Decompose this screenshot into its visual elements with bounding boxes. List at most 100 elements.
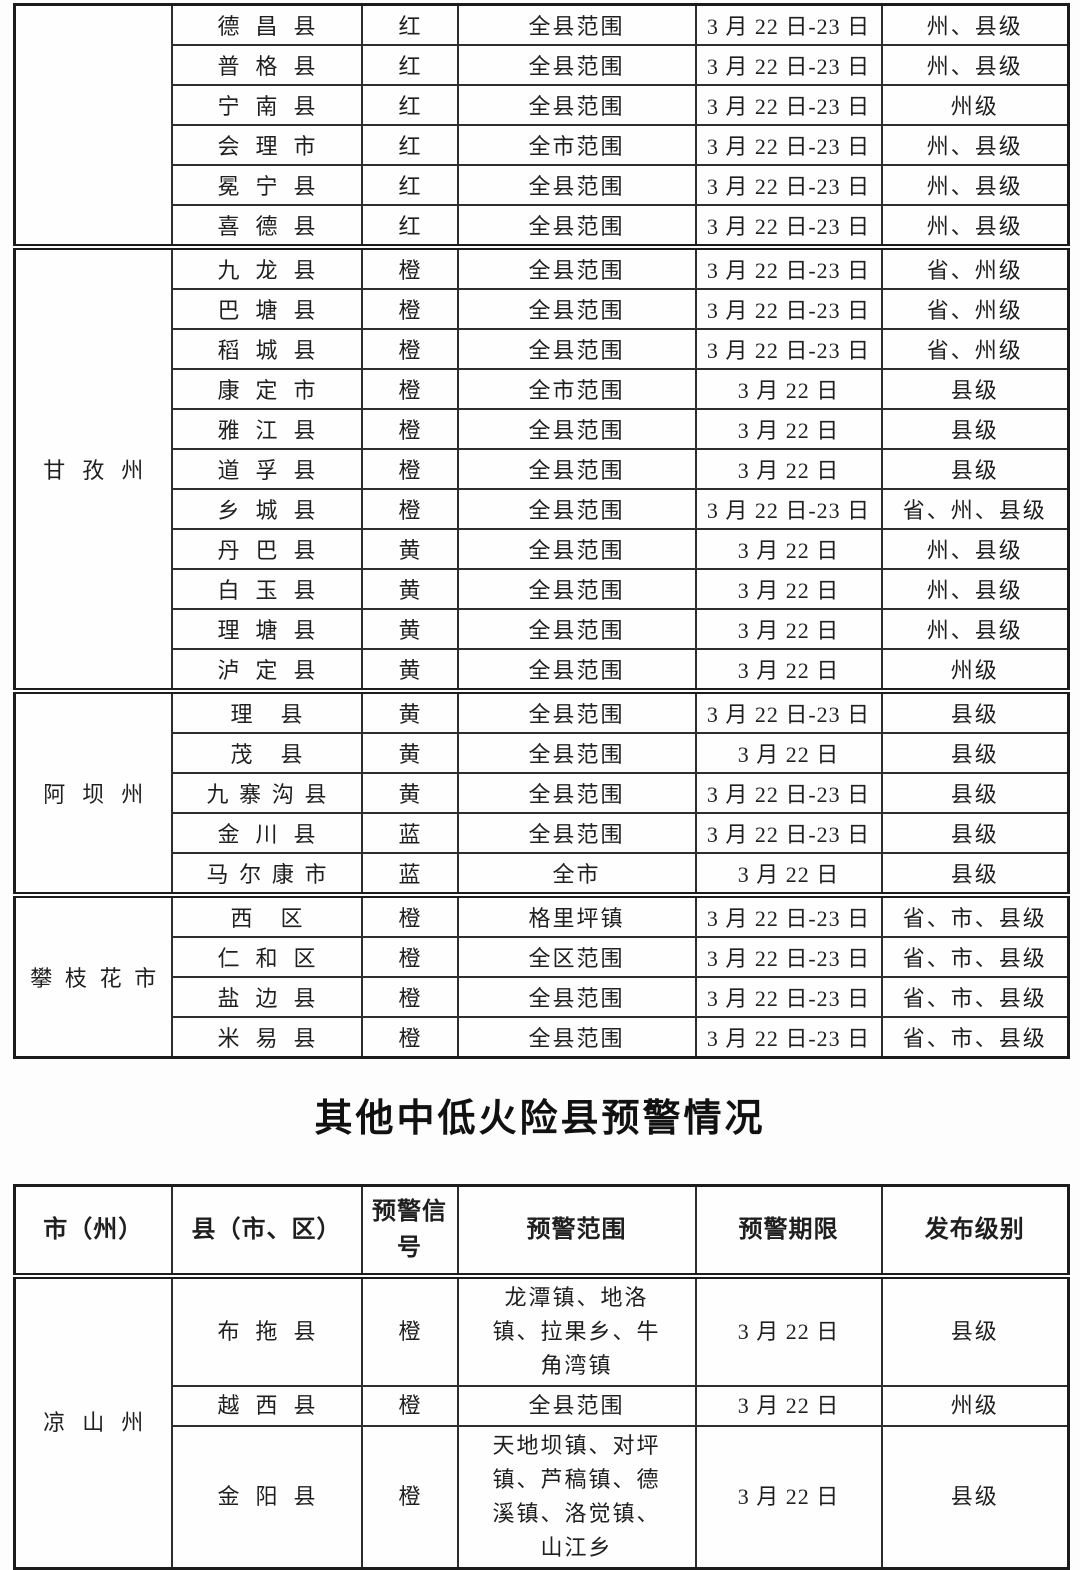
scope-cell: 全市	[456, 852, 697, 896]
county-cell: 丹巴县	[170, 528, 363, 570]
table-row: 道孚县 橙全县范围 3 月 22 日县级	[15, 448, 1070, 490]
cell-text: 甘孜州	[43, 458, 144, 483]
period-cell: 3 月 22 日-23 日	[694, 772, 883, 814]
county-cell: 道孚县	[170, 448, 363, 490]
scope-cell: 全县范围	[456, 732, 697, 774]
county-cell: 白玉县	[170, 568, 363, 610]
level-cell: 省、市、县级	[880, 892, 1070, 938]
table-row: 理塘县 黄全县范围 3 月 22 日州、县级	[15, 608, 1070, 650]
county-cell: 冕宁县	[170, 164, 363, 206]
cell-text: 冕宁县	[217, 174, 316, 199]
signal-cell: 橙	[360, 448, 459, 490]
period-cell: 3 月 22 日	[694, 568, 883, 610]
period-cell: 3 月 22 日-23 日	[694, 1016, 883, 1059]
table-row: 雅江县 橙全县范围 3 月 22 日县级	[15, 408, 1070, 450]
scope-cell: 全县范围	[456, 608, 697, 650]
signal-cell: 黄	[360, 568, 459, 610]
period-cell: 3 月 22 日	[694, 608, 883, 650]
county-cell: 喜德县	[170, 204, 363, 248]
table-row: 米易县 橙全县范围 3 月 22 日-23 日省、市、县级	[15, 1016, 1070, 1059]
period-cell: 3 月 22 日-23 日	[694, 244, 883, 290]
county-cell: 布拖县	[170, 1273, 363, 1387]
cell-text: 理县	[230, 702, 303, 727]
period-cell: 3 月 22 日-23 日	[694, 204, 883, 248]
cell-text: 九寨沟县	[206, 782, 327, 807]
county-cell: 稻城县	[170, 328, 363, 370]
county-cell: 越西县	[170, 1385, 363, 1427]
period-cell: 3 月 22 日	[694, 852, 883, 896]
table-row: 泸定县 黄全县范围 3 月 22 日州级	[15, 648, 1070, 692]
period-cell: 3 月 22 日-23 日	[694, 936, 883, 978]
table-row: 金阳县 橙天地坝镇、对坪镇、芦稿镇、德溪镇、洛觉镇、山江乡 3 月 22 日县级	[15, 1425, 1070, 1570]
period-cell: 3 月 22 日-23 日	[694, 488, 883, 530]
period-cell: 3 月 22 日-23 日	[694, 328, 883, 370]
level-cell: 县级	[880, 408, 1070, 450]
table-row: 甘孜州 九龙县橙全县范围 3 月 22 日-23 日省、州级	[13, 244, 1070, 692]
period-cell: 3 月 22 日	[694, 448, 883, 490]
cell-text: 布拖县	[217, 1319, 316, 1344]
level-cell: 州、县级	[880, 44, 1070, 86]
signal-cell: 橙	[360, 1273, 459, 1387]
signal-cell: 橙	[360, 1425, 459, 1570]
cell-text: 仁和区	[217, 946, 316, 971]
cell-text: 金阳县	[217, 1484, 316, 1509]
cell-text: 道孚县	[217, 458, 316, 483]
cell-text: 宁南县	[217, 94, 316, 119]
scope-cell: 全县范围	[456, 528, 697, 570]
signal-cell: 橙	[360, 488, 459, 530]
header-cell-county: 县（市、区）	[170, 1184, 363, 1277]
level-cell: 州、县级	[880, 204, 1070, 248]
table-row: 普格县 红全县范围 3 月 22 日-23 日州、县级	[15, 44, 1070, 86]
region-cell: 甘孜州	[13, 244, 173, 692]
level-cell: 省、市、县级	[880, 1016, 1070, 1059]
table-row: 攀枝花市 西区橙格里坪镇 3 月 22 日-23 日省、市、县级	[13, 892, 1070, 1059]
table-row: 马尔康市 蓝全市 3 月 22 日县级	[15, 852, 1070, 896]
signal-cell: 红	[360, 3, 459, 46]
level-cell: 县级	[880, 852, 1070, 896]
table-row: 喜德县 红全县范围 3 月 22 日-23 日州、县级	[15, 204, 1070, 248]
table-row: 冕宁县 红全县范围 3 月 22 日-23 日州、县级	[15, 164, 1070, 206]
table-row: 会理市 红全市范围 3 月 22 日-23 日州、县级	[15, 124, 1070, 166]
signal-cell: 黄	[360, 608, 459, 650]
cell-text: 金川县	[217, 822, 316, 847]
level-cell: 州级	[880, 84, 1070, 126]
table-row: 金川县 蓝全县范围 3 月 22 日-23 日县级	[15, 812, 1070, 854]
cell-text: 泸定县	[217, 658, 316, 683]
cell-text: 阿坝州	[43, 782, 144, 807]
cell-text: 白玉县	[217, 578, 316, 603]
region-cell: 凉山州	[13, 1273, 173, 1570]
scope-cell: 全县范围	[456, 408, 697, 450]
header-cell-level: 发布级别	[880, 1184, 1070, 1277]
signal-cell: 黄	[360, 528, 459, 570]
region-cell	[13, 3, 173, 248]
scope-cell: 全县范围	[456, 772, 697, 814]
cell-text: 普格县	[217, 54, 316, 79]
signal-cell: 橙	[360, 892, 459, 938]
county-cell: 茂县	[170, 732, 363, 774]
signal-cell: 蓝	[360, 852, 459, 896]
signal-cell: 红	[360, 164, 459, 206]
table-row: 盐边县 橙全县范围 3 月 22 日-23 日省、市、县级	[15, 976, 1070, 1018]
scope-cell: 天地坝镇、对坪镇、芦稿镇、德溪镇、洛觉镇、山江乡	[456, 1425, 697, 1570]
signal-cell: 橙	[360, 244, 459, 290]
scope-cell: 全县范围	[456, 244, 697, 290]
level-cell: 州、县级	[880, 164, 1070, 206]
county-cell: 会理市	[170, 124, 363, 166]
cell-text: 越西县	[217, 1393, 316, 1418]
scope-cell: 全县范围	[456, 812, 697, 854]
section-title: 其他中低火险县预警情况	[314, 1098, 766, 1140]
period-cell: 3 月 22 日	[694, 648, 883, 692]
period-cell: 3 月 22 日-23 日	[694, 84, 883, 126]
period-cell: 3 月 22 日-23 日	[694, 812, 883, 854]
table-row: 九寨沟县 黄全县范围 3 月 22 日-23 日县级	[15, 772, 1070, 814]
scope-cell: 全县范围	[456, 1385, 697, 1427]
level-cell: 州级	[880, 648, 1070, 692]
cell-text: 米易县	[217, 1026, 316, 1051]
scope-cell: 全县范围	[456, 3, 697, 46]
period-cell: 3 月 22 日	[694, 1273, 883, 1387]
cell-text: 乡城县	[217, 498, 316, 523]
level-cell: 州、县级	[880, 528, 1070, 570]
county-cell: 雅江县	[170, 408, 363, 450]
signal-cell: 橙	[360, 328, 459, 370]
county-cell: 德昌县	[170, 3, 363, 46]
